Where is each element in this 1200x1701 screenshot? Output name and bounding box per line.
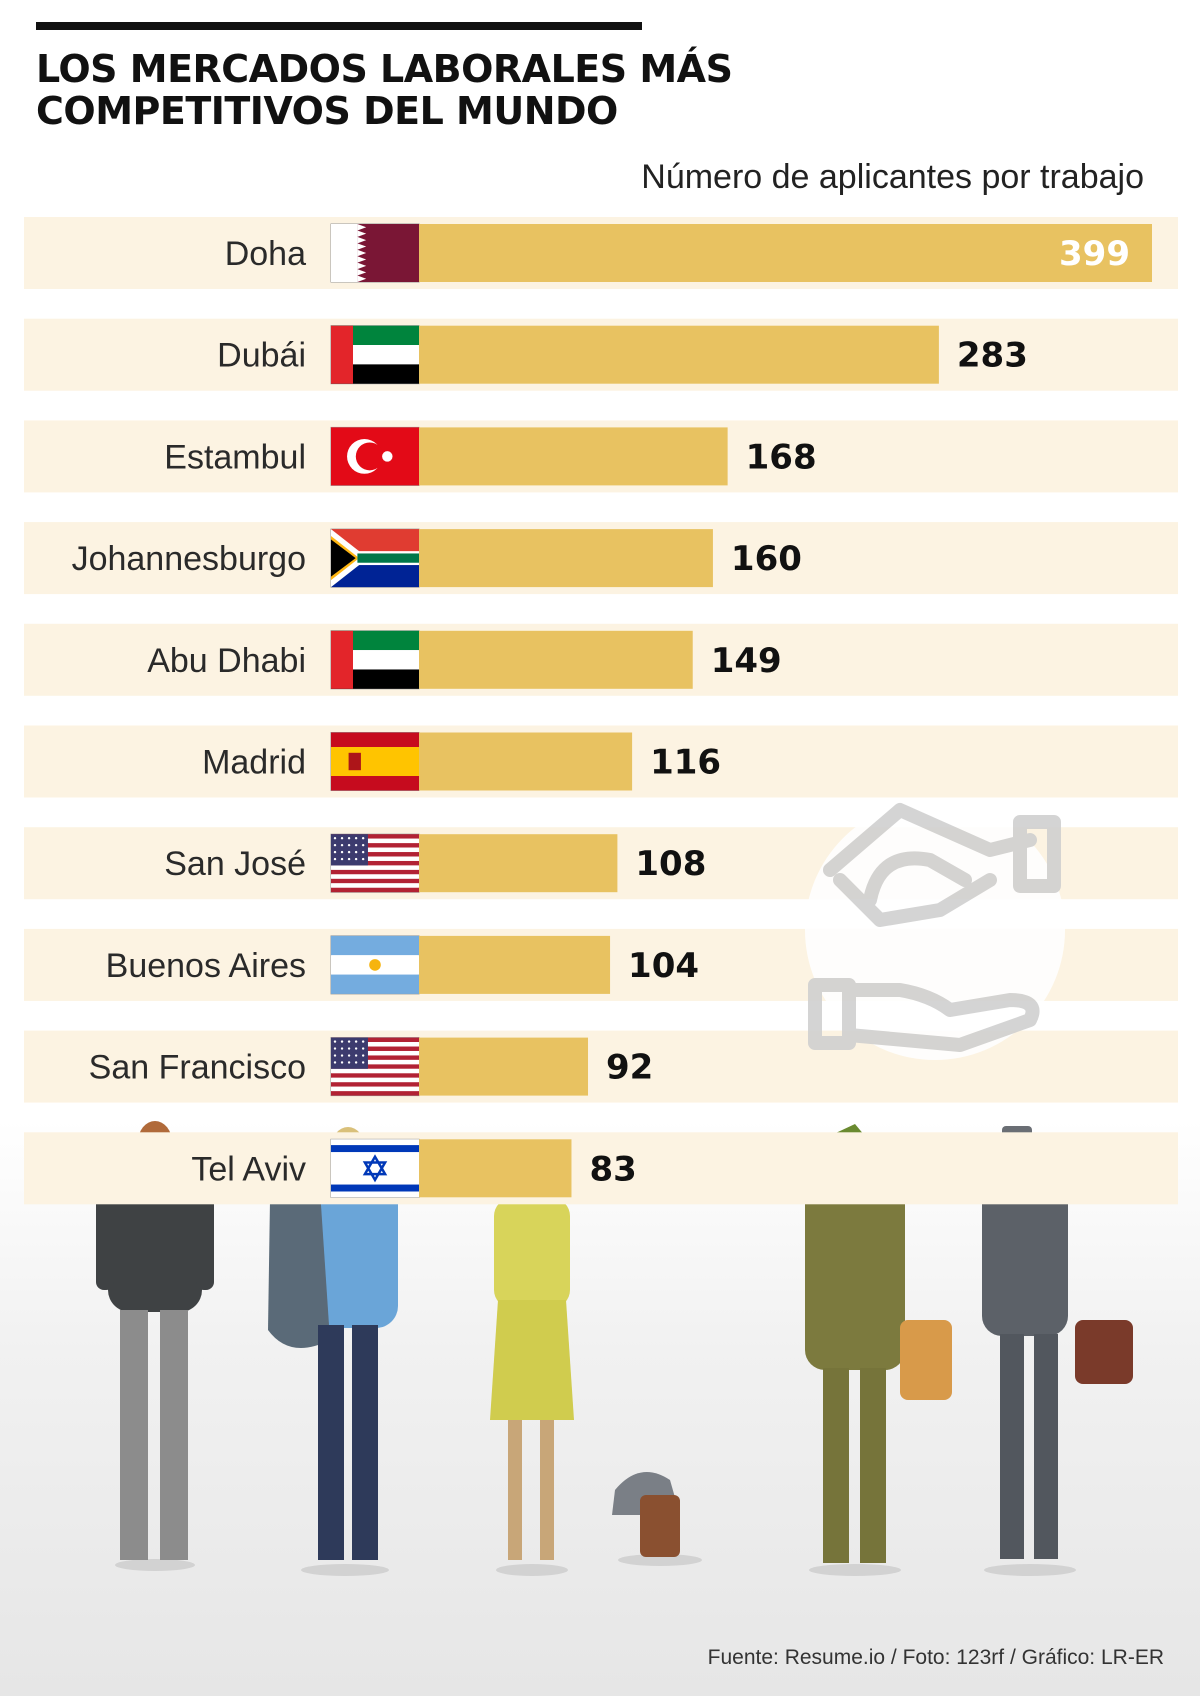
figurine-man-gray-suit [982, 1126, 1133, 1576]
chart-subtitle: Número de aplicantes por trabajo [641, 158, 1144, 196]
bar-row: Abu Dhabi 149 [24, 623, 1178, 696]
spain-flag-icon [330, 732, 420, 791]
figurine-man-green-coat [805, 1124, 952, 1576]
value-label: 168 [746, 437, 817, 477]
bar [419, 1139, 572, 1198]
category-label: Abu Dhabi [147, 642, 306, 680]
value-label: 104 [628, 946, 699, 986]
category-label: Tel Aviv [191, 1150, 306, 1188]
bar-row: San Francisco 92 [24, 1030, 1178, 1103]
category-label: Doha [225, 235, 306, 273]
value-label: 283 [957, 336, 1028, 376]
value-label: 83 [589, 1149, 636, 1189]
value-label: 149 [711, 641, 782, 681]
category-label: Madrid [202, 744, 306, 782]
category-label: San Francisco [89, 1049, 306, 1087]
israel-flag-icon [330, 1138, 420, 1198]
row-background [24, 1132, 1178, 1205]
source-credit: Fuente: Resume.io / Foto: 123rf / Gráfic… [707, 1646, 1164, 1669]
bar [419, 834, 618, 893]
usa-flag-icon [330, 1037, 420, 1097]
category-label: Johannesburgo [72, 540, 306, 578]
handshake-icon [805, 800, 1065, 1060]
title-line-1: LOS MERCADOS LABORALES MÁS [36, 47, 733, 91]
bar-row: Doha 399 [24, 217, 1178, 289]
value-label: 92 [606, 1048, 653, 1088]
turkey-flag-icon [330, 426, 420, 486]
value-label: 108 [635, 844, 706, 884]
value-label: 160 [731, 539, 802, 579]
bar [419, 224, 1152, 282]
category-label: Buenos Aires [106, 947, 306, 985]
argentina-flag-icon [330, 935, 420, 995]
category-label: San José [164, 845, 306, 883]
usa-flag-icon [330, 833, 420, 893]
uae-flag-icon [330, 325, 420, 385]
figurines-photo [0, 1120, 1200, 1696]
bar [419, 427, 728, 486]
category-label: Dubái [217, 337, 306, 375]
bar [419, 325, 939, 384]
bar [419, 1037, 589, 1096]
category-label: Estambul [164, 438, 306, 476]
bar-row: Estambul 168 [24, 420, 1178, 493]
bar-row: Johannesburgo 160 [24, 522, 1178, 595]
qatar-flag-icon [330, 223, 420, 283]
value-label: 116 [650, 743, 721, 783]
bar [419, 732, 633, 791]
figurine-woman-yellow [490, 1158, 574, 1576]
bar-row: Madrid 116 [24, 725, 1178, 798]
bar-row: Dubái 283 [24, 318, 1178, 391]
bar [419, 935, 611, 994]
value-label: 399 [1059, 234, 1130, 274]
title-line-2: COMPETITIVOS DEL MUNDO [36, 89, 618, 133]
title-rule [36, 22, 642, 30]
uae-flag-icon [330, 630, 420, 690]
figurine-suitcase [612, 1472, 702, 1566]
bar [419, 529, 713, 588]
bar [419, 630, 693, 689]
south-africa-flag-icon [330, 528, 420, 588]
chart-title: LOS MERCADOS LABORALES MÁS COMPETITIVOS … [36, 48, 736, 132]
bar-row: Tel Aviv 83 [24, 1132, 1178, 1205]
